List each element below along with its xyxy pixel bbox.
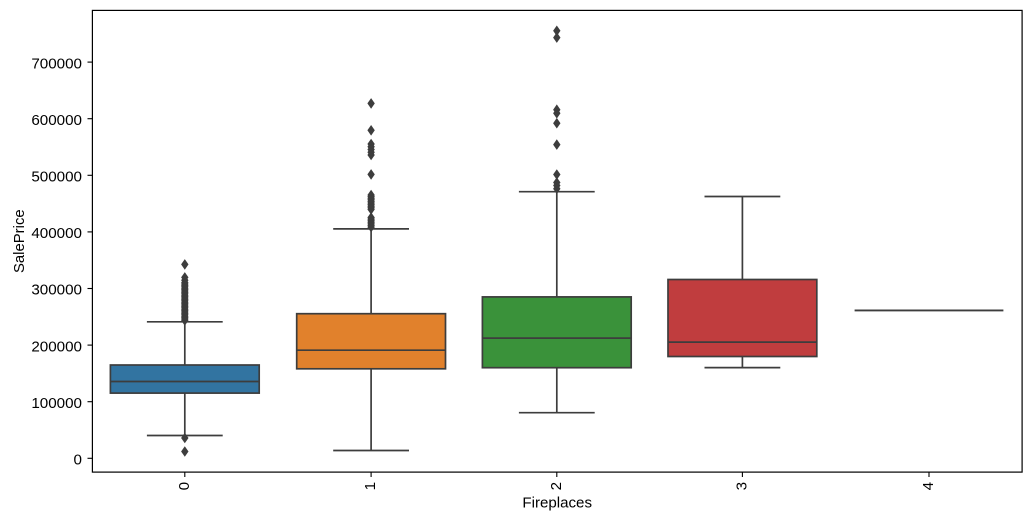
svg-text:3: 3 [733, 482, 750, 490]
svg-text:400000: 400000 [31, 225, 82, 242]
svg-text:0: 0 [176, 482, 193, 490]
svg-text:200000: 200000 [31, 338, 82, 355]
svg-text:SalePrice: SalePrice [12, 209, 28, 273]
svg-text:0: 0 [74, 452, 82, 469]
svg-text:4: 4 [920, 482, 937, 490]
svg-text:300000: 300000 [31, 282, 82, 299]
svg-text:1: 1 [362, 482, 379, 490]
svg-text:2: 2 [548, 482, 565, 490]
svg-text:600000: 600000 [31, 112, 82, 129]
svg-text:100000: 100000 [31, 395, 82, 412]
svg-text:Fireplaces: Fireplaces [522, 495, 592, 512]
svg-text:500000: 500000 [31, 169, 82, 186]
svg-text:700000: 700000 [31, 55, 82, 72]
